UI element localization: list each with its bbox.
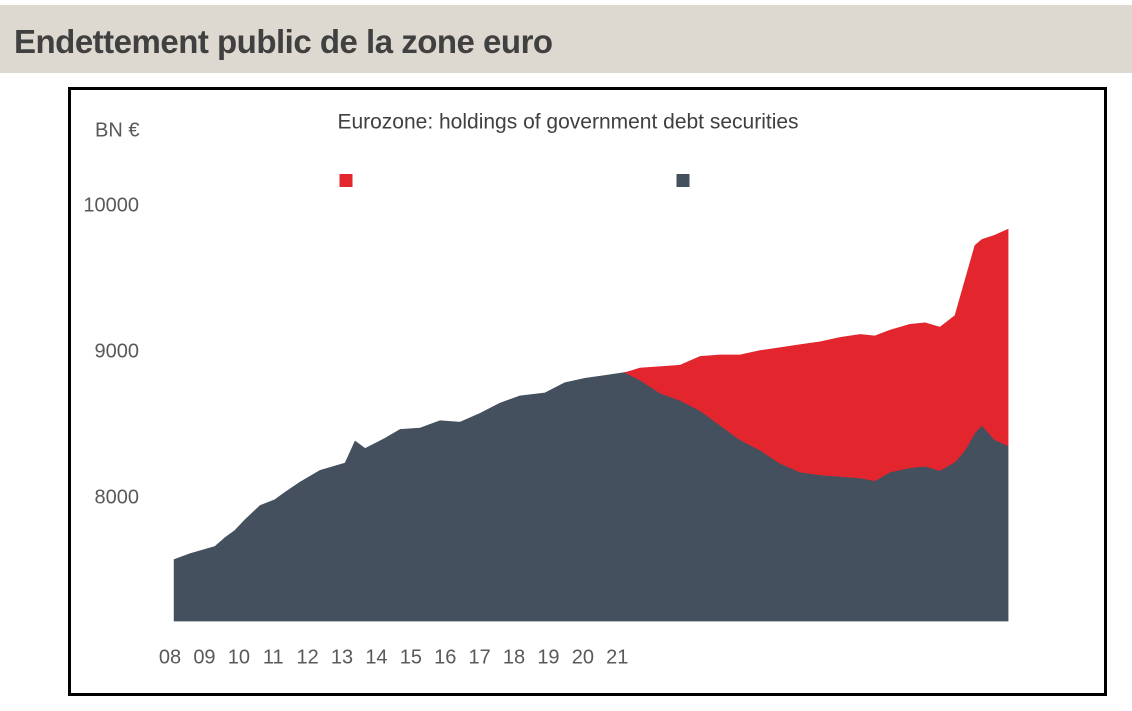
y-tick-label: 9000	[95, 340, 140, 362]
x-tick-label: 09	[193, 646, 215, 668]
x-tick-label: 14	[365, 646, 387, 668]
x-tick-label: 10	[228, 646, 250, 668]
y-axis-label: BN €	[95, 119, 139, 141]
area	[624, 228, 1009, 482]
x-tick-label: 21	[606, 646, 628, 668]
y-tick-label: 8000	[95, 487, 140, 509]
area	[173, 372, 1009, 622]
x-tick-label: 15	[400, 646, 422, 668]
x-tick-label: 12	[297, 646, 319, 668]
x-tick-label: 13	[331, 646, 353, 668]
x-tick-label: 20	[572, 646, 594, 668]
x-tick-label: 16	[434, 646, 456, 668]
x-tick-label: 08	[159, 646, 181, 668]
chart-frame	[68, 87, 1107, 696]
header-banner: Endettement public de la zone euro	[0, 5, 1132, 73]
legend-swatch	[339, 174, 353, 187]
x-tick-label: 11	[263, 646, 284, 668]
x-tick-label: 19	[537, 646, 559, 668]
chart-title: Eurozone: holdings of government debt se…	[337, 111, 798, 134]
legend-swatch	[676, 174, 690, 187]
y-tick-label: 10000	[83, 194, 139, 216]
x-tick-label: 18	[503, 646, 525, 668]
page-title: Endettement public de la zone euro	[14, 23, 553, 60]
x-tick-label: 17	[469, 646, 491, 668]
